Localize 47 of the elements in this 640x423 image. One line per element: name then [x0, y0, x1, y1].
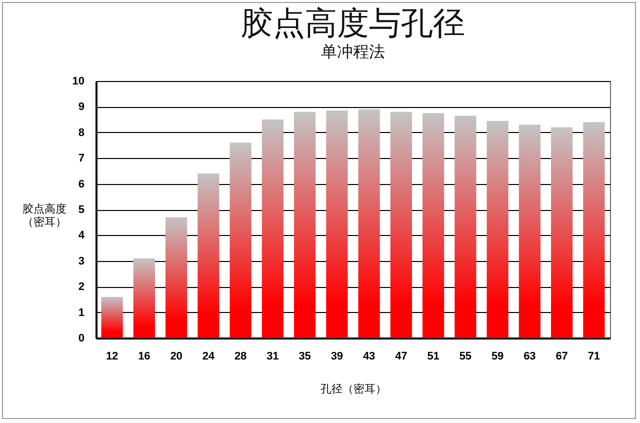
y-axis-title: 胶点高度（密耳） — [22, 202, 66, 228]
y-tick-label: 7 — [78, 152, 84, 165]
bar — [583, 122, 605, 338]
x-tick-label: 43 — [362, 350, 376, 362]
chart-title: 胶点高度与孔径 — [241, 5, 465, 41]
chart-subtitle: 单冲程法 — [321, 43, 385, 61]
bar — [198, 174, 220, 338]
x-tick-label: 67 — [556, 350, 568, 362]
x-tick-label: 39 — [330, 350, 344, 362]
x-tick-label: 51 — [427, 350, 440, 362]
y-tick-label: 6 — [78, 178, 84, 190]
y-tick-label: 5 — [78, 204, 84, 216]
x-tick-label: 55 — [459, 350, 472, 362]
x-tick-label: 35 — [298, 350, 311, 362]
y-tick-label: 3 — [78, 255, 84, 268]
bar — [262, 120, 284, 338]
bar — [326, 110, 348, 338]
bar — [101, 296, 123, 338]
y-tick-label: 0 — [78, 332, 84, 344]
x-tick-label: 31 — [266, 350, 279, 362]
x-tick-label: 28 — [234, 350, 247, 362]
x-tick-label: 63 — [524, 350, 536, 362]
bar — [294, 112, 316, 338]
y-tick-label: 4 — [78, 230, 86, 242]
x-tick-label: 24 — [202, 350, 216, 362]
x-axis-title: 孔径（密耳） — [320, 382, 386, 396]
bar — [230, 142, 252, 338]
x-tick-label: 16 — [138, 350, 150, 362]
y-tick-label: 9 — [78, 101, 84, 114]
bar — [518, 124, 540, 338]
bar — [454, 116, 476, 338]
bar — [166, 217, 188, 338]
bar — [486, 120, 508, 338]
y-tick-label: 10 — [72, 76, 84, 88]
x-tick-label: 71 — [588, 350, 600, 362]
x-tick-label: 59 — [491, 350, 504, 362]
x-tick-label: 20 — [170, 350, 182, 362]
bar — [390, 112, 412, 338]
y-tick-label: 1 — [78, 306, 84, 319]
x-tick-label: 12 — [106, 350, 118, 362]
x-tick-label: 47 — [395, 350, 408, 362]
y-tick-label: 2 — [78, 281, 84, 294]
bar — [422, 113, 444, 338]
bar — [551, 127, 573, 338]
y-tick-label: 8 — [78, 126, 84, 139]
bar — [133, 258, 155, 338]
bar — [358, 109, 380, 338]
